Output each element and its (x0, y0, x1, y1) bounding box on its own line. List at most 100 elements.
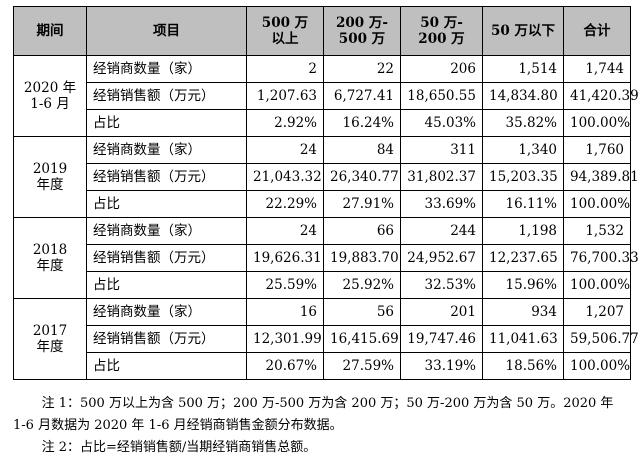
table-row: 2018 年度 经销商数量（家） 24 66 244 1,198 1,532 (13, 217, 631, 299)
value-cell-under-500k: 14,834.80 (482, 82, 564, 110)
item-cell: 经销商数量（家） (86, 136, 247, 164)
table-header-row: 期间 项目 500 万 以上 200 万- 500 万 50 万- 200 万 … (13, 6, 631, 56)
value-cell-500k-2m: 206 (400, 55, 483, 83)
value-cell-over-5m: 1,207.63 (246, 82, 324, 110)
value-cell-2m-5m: 27.59% (323, 352, 401, 380)
value-cell-total: 41,420.39 (563, 82, 639, 110)
table-row: 2020 年 1-6 月经销商数量（家） 2 22 206 1,514 1,744 (13, 55, 631, 137)
table-row: 经销销售额（万元） 1,207.63 6,727.41 18,650.55 14,834… (14, 82, 639, 110)
item-cell: 经销商数量（家） (86, 298, 247, 326)
value-cell-2m-5m: 25.92% (323, 271, 401, 299)
period-label-line2: 年度 (36, 177, 64, 193)
value-cell-over-5m: 20.67% (246, 352, 324, 380)
table-notes: 注 1：500 万以上为含 500 万；200 万-500 万为含 200 万；… (13, 393, 630, 459)
value-cell-under-500k: 15.96% (482, 271, 564, 299)
header-over-5m: 500 万 以上 (246, 6, 324, 56)
period-label-line1: 2017 (32, 323, 68, 339)
value-cell-500k-2m: 201 (400, 298, 483, 326)
header-item: 项目 (86, 6, 247, 56)
value-cell-over-5m: 24 (246, 136, 324, 164)
item-cell: 经销商数量（家） (86, 55, 247, 83)
value-cell-500k-2m: 244 (400, 217, 483, 245)
item-cell: 占比 (86, 352, 247, 380)
period-label-line2: 1-6 月 (30, 96, 70, 112)
value-cell-total: 100.00% (563, 271, 631, 299)
table-row: 占比 20.67% 27.59% 33.19% 18.56% 100.00% (14, 352, 631, 380)
value-cell-500k-2m: 31,802.37 (400, 163, 483, 191)
value-cell-total: 100.00% (563, 190, 631, 218)
period-label-line2: 年度 (36, 339, 64, 355)
value-cell-total: 1,744 (563, 55, 631, 83)
value-cell-under-500k: 12,237.65 (482, 244, 564, 272)
table-row: 2019 年度 经销商数量（家） 24 84 311 1,340 1,760 (13, 136, 631, 218)
period-cell: 2017 年度 (13, 298, 87, 380)
header-500k-2m: 50 万- 200 万 (400, 6, 483, 56)
value-cell-500k-2m: 18,650.55 (400, 82, 483, 110)
value-cell-total: 76,700.33 (563, 244, 639, 272)
table-row: 占比 25.59% 25.92% 32.53% 15.96% 100.00% (14, 271, 631, 299)
header-2m-5m: 200 万- 500 万 (323, 6, 401, 56)
value-cell-500k-2m: 311 (400, 136, 483, 164)
period-label-line1: 2020 年 (23, 80, 77, 96)
value-cell-500k-2m: 32.53% (400, 271, 483, 299)
value-cell-2m-5m: 16.24% (323, 109, 401, 137)
value-cell-over-5m: 12,301.99 (246, 325, 324, 353)
value-cell-under-500k: 1,340 (482, 136, 564, 164)
value-cell-under-500k: 1,198 (482, 217, 564, 245)
value-cell-over-5m: 19,626.31 (246, 244, 324, 272)
period-cell: 2019 年度 (13, 136, 87, 218)
table-body: 2020 年 1-6 月经销商数量（家） 2 22 206 1,514 1,744 经销销售额… (13, 55, 639, 380)
note-2: 注 2：占比=经销销售额/当期经销商销售总额。 (41, 440, 317, 455)
value-cell-total: 94,389.81 (563, 163, 639, 191)
period-cell: 2020 年 1-6 月 (13, 55, 87, 137)
value-cell-2m-5m: 6,727.41 (323, 82, 401, 110)
value-cell-2m-5m: 56 (323, 298, 401, 326)
value-cell-total: 59,506.77 (563, 325, 639, 353)
value-cell-total: 1,532 (563, 217, 631, 245)
value-cell-total: 100.00% (563, 352, 631, 380)
item-cell: 经销销售额（万元） (86, 244, 247, 272)
note-1: 注 1：500 万以上为含 500 万；200 万-500 万为含 200 万；… (13, 396, 614, 433)
item-cell: 经销销售额（万元） (86, 82, 247, 110)
value-cell-over-5m: 2.92% (246, 109, 324, 137)
value-cell-total: 100.00% (563, 109, 631, 137)
value-cell-2m-5m: 19,883.70 (323, 244, 401, 272)
value-cell-under-500k: 1,514 (482, 55, 564, 83)
item-cell: 占比 (86, 109, 247, 137)
value-cell-2m-5m: 22 (323, 55, 401, 83)
item-cell: 占比 (86, 271, 247, 299)
header-under-500k: 50 万以下 (482, 6, 564, 56)
header-period: 期间 (13, 6, 87, 56)
value-cell-over-5m: 2 (246, 55, 324, 83)
value-cell-over-5m: 25.59% (246, 271, 324, 299)
period-label-line1: 2019 (32, 161, 68, 177)
table-row: 经销销售额（万元） 12,301.99 16,415.69 19,747.46 11,0… (14, 325, 639, 353)
table-row: 占比 22.29% 27.91% 33.69% 16.11% 100.00% (14, 190, 631, 218)
value-cell-under-500k: 934 (482, 298, 564, 326)
table-row: 经销销售额（万元） 19,626.31 19,883.70 24,952.67 12,2… (14, 244, 639, 272)
table-row: 占比 2.92% 16.24% 45.03% 35.82% 100.00% (14, 109, 631, 137)
value-cell-under-500k: 35.82% (482, 109, 564, 137)
value-cell-500k-2m: 33.19% (400, 352, 483, 380)
item-cell: 经销销售额（万元） (86, 325, 247, 353)
value-cell-500k-2m: 45.03% (400, 109, 483, 137)
dealer-sales-distribution-table: 期间 项目 500 万 以上 200 万- 500 万 50 万- 200 万 … (13, 6, 639, 380)
value-cell-2m-5m: 84 (323, 136, 401, 164)
table-row: 经销销售额（万元） 21,043.32 26,340.77 31,802.37 15,2… (14, 163, 639, 191)
value-cell-500k-2m: 24,952.67 (400, 244, 483, 272)
table-row: 2017 年度 经销商数量（家） 16 56 201 934 1,207 (13, 298, 631, 380)
header-total: 合计 (563, 6, 631, 56)
value-cell-500k-2m: 19,747.46 (400, 325, 483, 353)
period-cell: 2018 年度 (13, 217, 87, 299)
value-cell-total: 1,760 (563, 136, 631, 164)
value-cell-2m-5m: 16,415.69 (323, 325, 401, 353)
value-cell-over-5m: 21,043.32 (246, 163, 324, 191)
value-cell-2m-5m: 26,340.77 (323, 163, 401, 191)
value-cell-over-5m: 22.29% (246, 190, 324, 218)
period-label-line2: 年度 (36, 258, 64, 274)
value-cell-2m-5m: 66 (323, 217, 401, 245)
item-cell: 经销销售额（万元） (86, 163, 247, 191)
item-cell: 经销商数量（家） (86, 217, 247, 245)
item-cell: 占比 (86, 190, 247, 218)
value-cell-2m-5m: 27.91% (323, 190, 401, 218)
